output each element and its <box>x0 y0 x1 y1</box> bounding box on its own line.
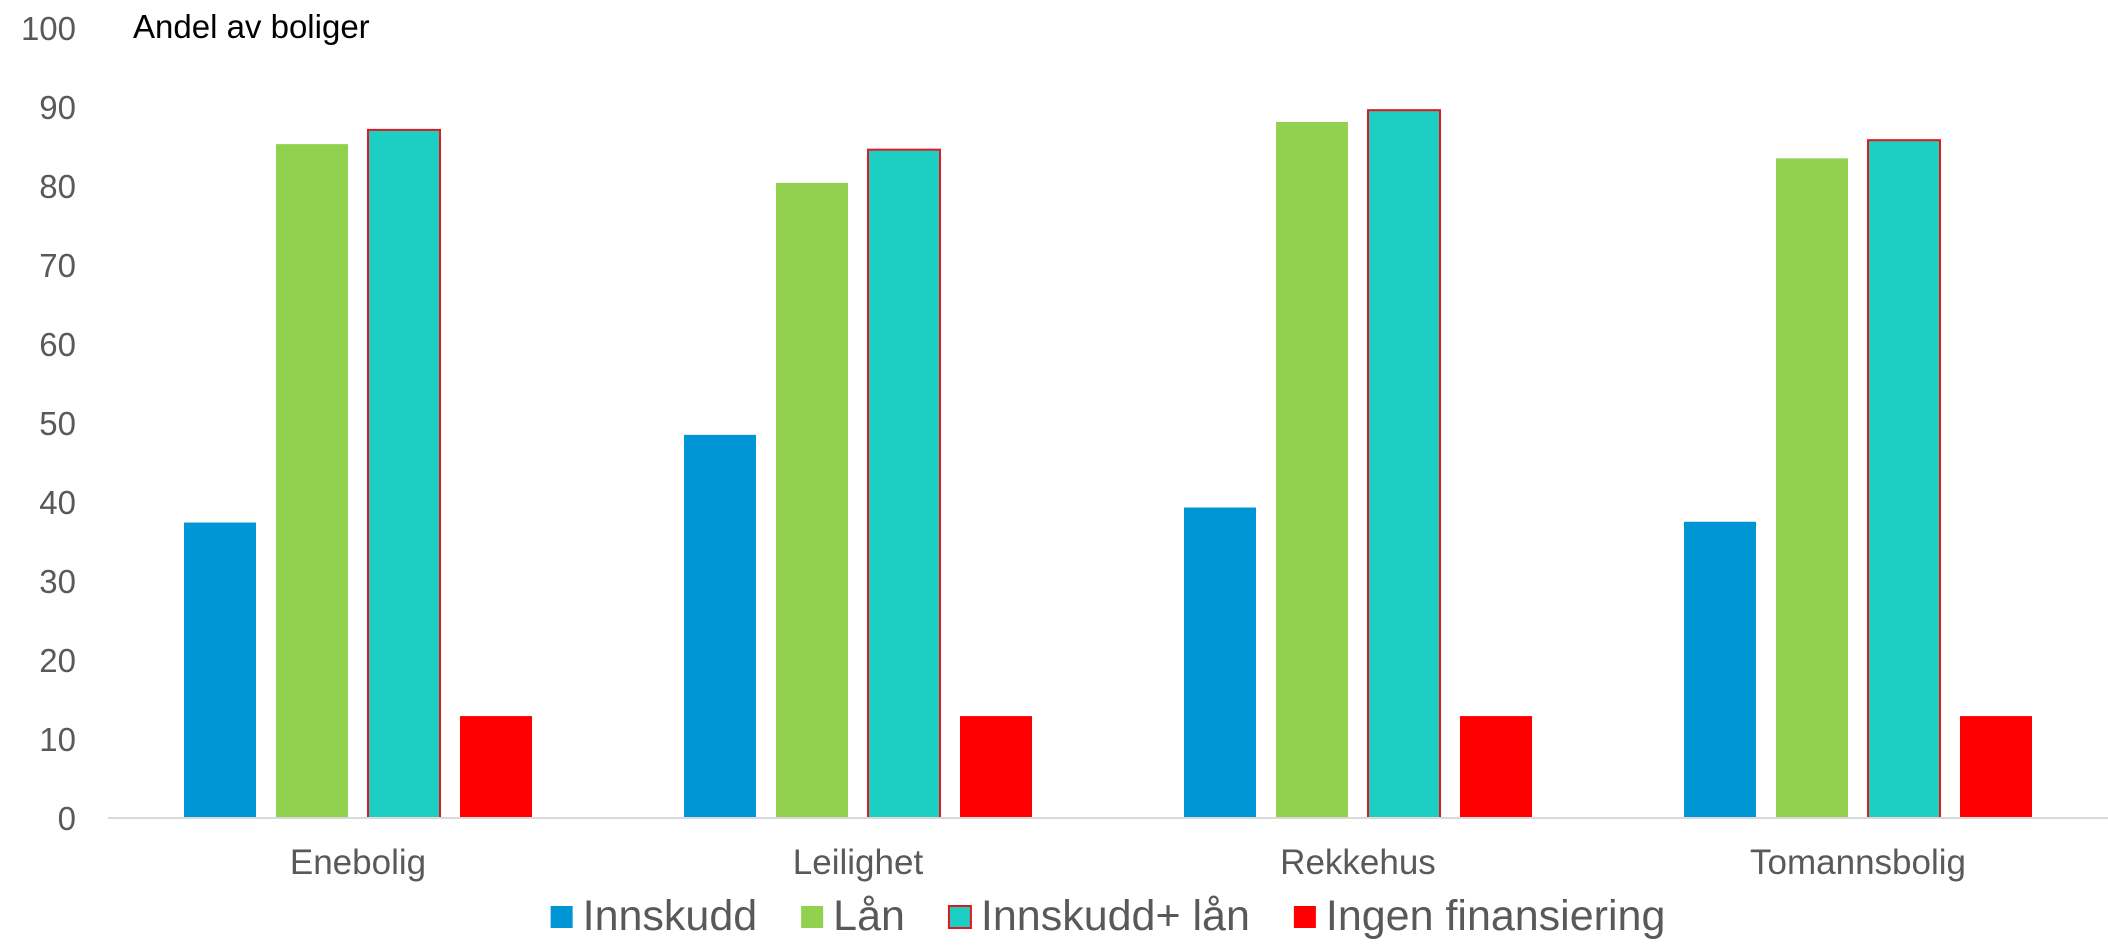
bar-rekkehus-2 <box>1367 109 1441 820</box>
legend-swatch <box>801 906 824 928</box>
bar-tomannsbolig-1 <box>1776 158 1848 819</box>
legend-label: Lån <box>833 892 905 940</box>
legend: Innskudd Lån Innskudd+ lån Ingen finansieri… <box>550 892 1665 940</box>
legend-label: Ingen finansiering <box>1326 892 1665 940</box>
bar-leilighet-1 <box>776 182 848 819</box>
legend-swatch <box>1293 906 1316 928</box>
y-tick-label: 10 <box>39 721 76 758</box>
legend-swatch <box>550 906 573 928</box>
bar-enebolig-0 <box>184 522 256 818</box>
bar-leilighet-2 <box>867 148 941 820</box>
legend-item: Innskudd <box>550 892 758 940</box>
bar-enebolig-1 <box>276 144 348 818</box>
legend-label: Innskudd+ lån <box>981 892 1250 940</box>
y-axis: 0 10 20 30 40 50 60 70 80 90 100 <box>21 10 76 837</box>
bar-leilighet-0 <box>684 434 756 818</box>
bar-enebolig-2 <box>367 128 441 820</box>
x-tick-label: Rekkehus <box>1280 843 1436 882</box>
bar-tomannsbolig-3 <box>1960 716 2032 818</box>
y-tick-label: 20 <box>39 642 76 679</box>
legend-item: Lån <box>801 892 905 940</box>
bar-tomannsbolig-2 <box>1867 139 1941 819</box>
bars <box>184 109 2032 820</box>
x-tick-label: Leilighet <box>793 843 924 882</box>
y-tick-label: 50 <box>39 405 76 442</box>
x-axis: Enebolig Leilighet Rekkehus Tomannsbolig <box>290 843 1966 882</box>
y-tick-label: 40 <box>39 484 76 521</box>
legend-item: Innskudd+ lån <box>947 892 1250 940</box>
bar-leilighet-3 <box>960 716 1032 818</box>
x-tick-label: Tomannsbolig <box>1750 843 1966 882</box>
legend-item: Ingen finansiering <box>1293 892 1665 940</box>
y-tick-label: 90 <box>39 89 76 126</box>
bar-tomannsbolig-0 <box>1684 521 1756 818</box>
bar-rekkehus-1 <box>1276 122 1348 818</box>
y-tick-label: 30 <box>39 563 76 600</box>
y-tick-label: 70 <box>39 247 76 284</box>
bar-rekkehus-3 <box>1460 716 1532 818</box>
legend-label: Innskudd <box>583 892 758 940</box>
bar-rekkehus-0 <box>1184 507 1256 818</box>
y-tick-label: 100 <box>21 10 76 47</box>
y-tick-label: 80 <box>39 168 76 205</box>
legend-swatch <box>947 905 972 929</box>
y-tick-label: 60 <box>39 326 76 363</box>
y-axis-title: Andel av boliger <box>133 8 370 45</box>
y-tick-label: 0 <box>58 800 76 837</box>
x-tick-label: Enebolig <box>290 843 426 882</box>
bar-enebolig-3 <box>460 716 532 818</box>
